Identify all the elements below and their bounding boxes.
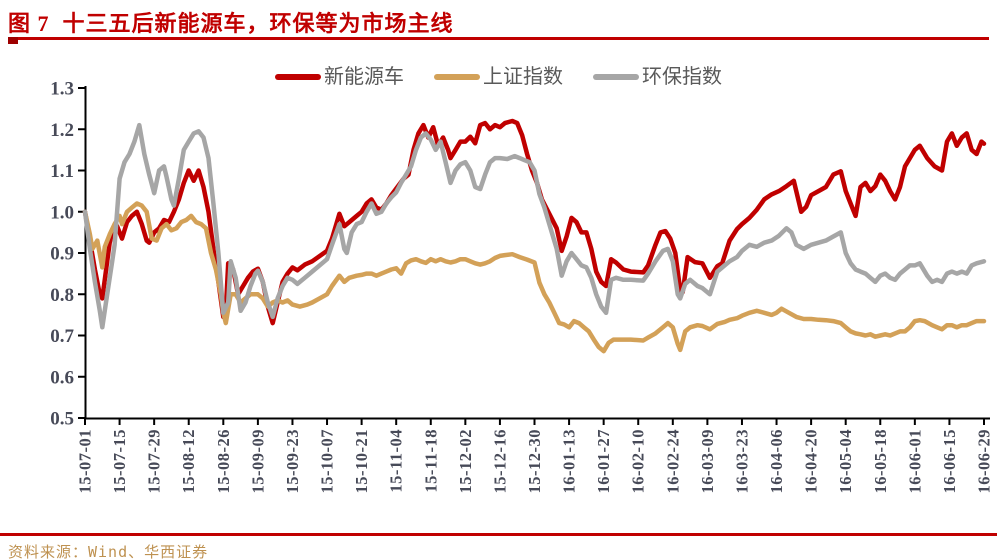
source-note: 资料来源：Wind、华西证券 — [8, 543, 209, 560]
x-tick-label: 15-07-15 — [110, 429, 129, 494]
y-tick-label: 0.9 — [50, 244, 74, 265]
x-tick-label: 16-01-27 — [594, 429, 613, 494]
x-tick-label: 15-12-16 — [490, 429, 509, 494]
legend-swatch-new-energy — [275, 74, 321, 80]
x-tick-label: 15-09-23 — [283, 429, 302, 494]
x-tick-label: 16-06-29 — [975, 429, 994, 494]
x-tick-label: 16-02-10 — [629, 429, 648, 494]
x-tick-label: 16-04-20 — [802, 429, 821, 494]
y-tick-label: 0.7 — [50, 326, 74, 347]
x-tick-label: 15-10-07 — [318, 429, 337, 494]
x-tick-label: 16-06-15 — [940, 429, 959, 494]
x-tick-label: 16-01-13 — [560, 429, 579, 494]
y-tick-label: 0.5 — [50, 409, 74, 430]
y-tick-label: 1.1 — [50, 161, 74, 182]
legend-item-sse-index: 上证指数 — [434, 67, 563, 87]
x-tick-label: 16-04-06 — [767, 429, 786, 494]
series-line-0 — [82, 118, 987, 326]
footer-divider — [0, 533, 997, 536]
x-tick-label: 16-03-09 — [698, 429, 717, 494]
x-tick-label: 15-12-02 — [456, 429, 475, 494]
x-tick-label: 16-05-18 — [871, 429, 890, 494]
y-tick-label: 1.3 — [50, 79, 74, 100]
x-tick-label: 15-09-09 — [248, 429, 267, 494]
x-tick-label: 15-11-18 — [421, 429, 440, 493]
legend-label: 环保指数 — [642, 66, 722, 88]
legend-label: 上证指数 — [483, 66, 563, 88]
x-tick-label: 16-06-01 — [905, 429, 924, 494]
x-tick-label: 15-07-01 — [76, 429, 95, 494]
x-tick-label: 16-03-23 — [732, 429, 751, 494]
x-tick-label: 15-10-21 — [352, 429, 371, 494]
figure-title: 图 7 十三五后新能源车，环保等为市场主线 — [8, 11, 454, 36]
x-tick-label: 15-11-04 — [387, 429, 406, 493]
legend-item-new-energy: 新能源车 — [275, 67, 404, 87]
series-line-2 — [82, 122, 987, 330]
series-line-1 — [82, 201, 987, 354]
y-tick-label: 1.0 — [50, 202, 74, 223]
legend-swatch-sse-index — [434, 74, 480, 80]
legend-item-environmental-index: 环保指数 — [593, 67, 722, 87]
x-tick-label: 15-12-30 — [525, 429, 544, 494]
x-tick-label: 15-08-26 — [214, 429, 233, 494]
legend-swatch-environmental-index — [593, 74, 639, 80]
y-tick-label: 0.6 — [50, 367, 74, 388]
x-tick-label: 16-05-04 — [836, 429, 855, 494]
y-tick-label: 0.8 — [50, 285, 74, 306]
x-tick-label: 16-02-24 — [663, 429, 682, 494]
title-divider — [8, 37, 989, 44]
x-tick-label: 15-08-12 — [179, 429, 198, 494]
x-tick-label: 15-07-29 — [145, 429, 164, 494]
y-tick-label: 1.2 — [50, 120, 74, 141]
legend-label: 新能源车 — [324, 66, 404, 88]
chart-legend: 新能源车 上证指数 环保指数 — [0, 64, 997, 90]
